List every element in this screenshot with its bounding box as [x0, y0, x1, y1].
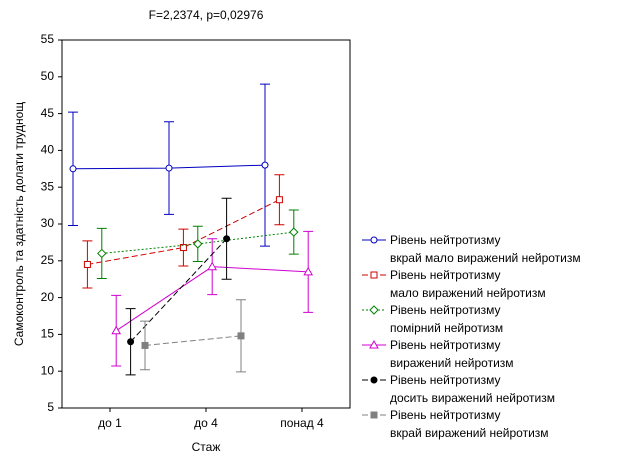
point — [111, 325, 122, 335]
legend-marker — [370, 376, 378, 384]
y-tick-label: 55 — [41, 32, 55, 46]
legend-marker — [369, 339, 379, 349]
point — [261, 161, 269, 169]
y-tick-label: 15 — [41, 327, 55, 341]
y-axis-label: Самоконтроль та здатність долати труднощ — [12, 102, 26, 346]
y-tick-label: 25 — [41, 253, 55, 267]
x-tick-label: до 4 — [194, 416, 218, 430]
legend-marker — [370, 236, 378, 244]
legend-entry: Рівень нейтротизму досить виражений нейр… — [390, 373, 555, 405]
point — [141, 341, 149, 349]
point — [207, 261, 218, 271]
point — [223, 235, 231, 243]
series-line — [130, 238, 227, 343]
y-tick-label: 30 — [41, 216, 55, 230]
point — [165, 164, 173, 172]
series-line — [144, 335, 242, 346]
legend-entry: Рівень нейтротизму вкрай мало виражений … — [390, 233, 581, 265]
x-tick-label: до 1 — [98, 416, 122, 430]
point — [275, 196, 283, 204]
y-tick-label: 45 — [41, 106, 55, 120]
y-tick-label: 5 — [47, 400, 54, 414]
point — [127, 338, 135, 346]
legend-entry: Рівень нейтротизму вкрай виражений нейро… — [390, 408, 549, 440]
y-tick-label: 40 — [41, 143, 55, 157]
point — [97, 248, 107, 259]
legend-marker — [370, 271, 378, 279]
legend-marker — [370, 411, 378, 419]
chart-title: F=2,2374, p=0,02976 — [149, 8, 264, 22]
legend-entry: Рівень нейтротизму мало виражений нейрот… — [390, 268, 546, 300]
point — [83, 260, 91, 268]
point — [193, 239, 203, 249]
y-tick-label: 20 — [41, 290, 55, 304]
x-axis-label: Стаж — [192, 440, 221, 454]
legend-entry: Рівень нейтротизму виражений нейротизм — [390, 338, 514, 370]
plot-frame — [61, 39, 351, 409]
y-tick-label: 35 — [41, 179, 55, 193]
point — [237, 332, 245, 340]
point — [303, 266, 314, 276]
legend-marker — [369, 305, 379, 315]
y-tick-label: 50 — [41, 69, 55, 83]
legend-entry: Рівень нейтротизму помірний нейротизм — [390, 303, 504, 335]
series-line — [87, 199, 280, 265]
x-tick-label: понад 4 — [280, 416, 324, 430]
point — [289, 227, 299, 237]
point — [69, 165, 77, 173]
y-tick-label: 10 — [41, 363, 55, 377]
point — [179, 244, 187, 252]
